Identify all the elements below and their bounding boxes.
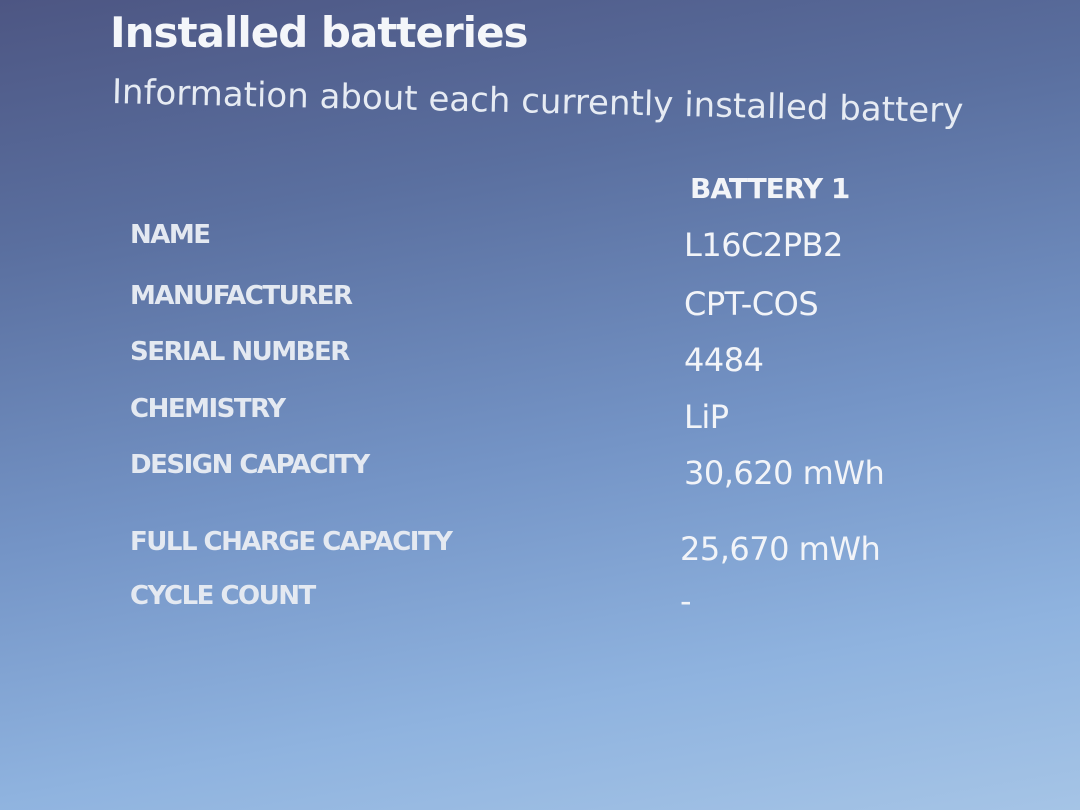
value-manufacturer: CPT-COS: [684, 285, 819, 323]
value-full-charge-capacity: 25,670 mWh: [680, 530, 881, 568]
value-design-capacity: 30,620 mWh: [684, 454, 885, 492]
value-chemistry: LiP: [684, 398, 729, 436]
battery-column-header: BATTERY 1: [690, 172, 850, 205]
label-name: NAME: [130, 220, 211, 250]
label-serial-number: SERIAL NUMBER: [130, 337, 350, 367]
label-cycle-count: CYCLE COUNT: [130, 581, 316, 611]
label-design-capacity: DESIGN CAPACITY: [130, 450, 370, 480]
value-name: L16C2PB2: [684, 226, 843, 264]
value-serial-number: 4484: [684, 341, 764, 379]
page-subtitle: Information about each currently install…: [111, 72, 964, 132]
label-chemistry: CHEMISTRY: [130, 394, 286, 424]
label-full-charge-capacity: FULL CHARGE CAPACITY: [130, 527, 453, 557]
page-title: Installed batteries: [110, 8, 529, 57]
value-cycle-count: -: [680, 582, 692, 620]
label-manufacturer: MANUFACTURER: [130, 281, 353, 311]
